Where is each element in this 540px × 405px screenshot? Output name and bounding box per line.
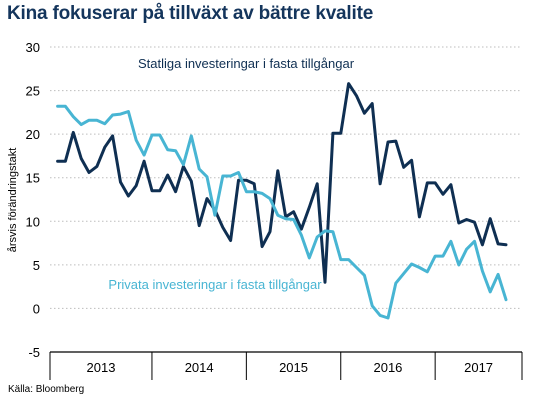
labels: Statliga investeringar i fasta tillgånga… — [108, 56, 354, 292]
x-tick-label: 2013 — [87, 360, 116, 375]
x-tick-label: 2015 — [279, 360, 308, 375]
y-tick-label: 15 — [26, 171, 40, 186]
y-tick-label: 20 — [26, 127, 40, 142]
series-label-statliga: Statliga investeringar i fasta tillgånga… — [138, 56, 355, 71]
series-line-privata — [56, 104, 508, 320]
series-label-privata: Privata investeringar i fasta tillgångar — [108, 277, 322, 292]
chart-title: Kina fokuserar på tillväxt av bättre kva… — [7, 3, 374, 24]
x-tick-label: 2017 — [464, 360, 493, 375]
series-line-statliga — [56, 82, 508, 284]
series-lines — [56, 82, 508, 320]
y-axis-label: årsvis förändringstakt — [7, 148, 19, 253]
y-tick-label: 5 — [33, 258, 40, 273]
y-tick-label: -5 — [28, 345, 40, 360]
y-tick-label: 0 — [33, 301, 40, 316]
x-tick-label: 2016 — [373, 360, 402, 375]
x-tick-label: 2014 — [185, 360, 214, 375]
y-tick-label: 25 — [26, 84, 40, 99]
y-tick-label: 10 — [26, 214, 40, 229]
y-tick-label: 30 — [26, 40, 40, 55]
source-note: Källa: Bloomberg — [8, 384, 85, 395]
gridlines — [50, 46, 522, 353]
